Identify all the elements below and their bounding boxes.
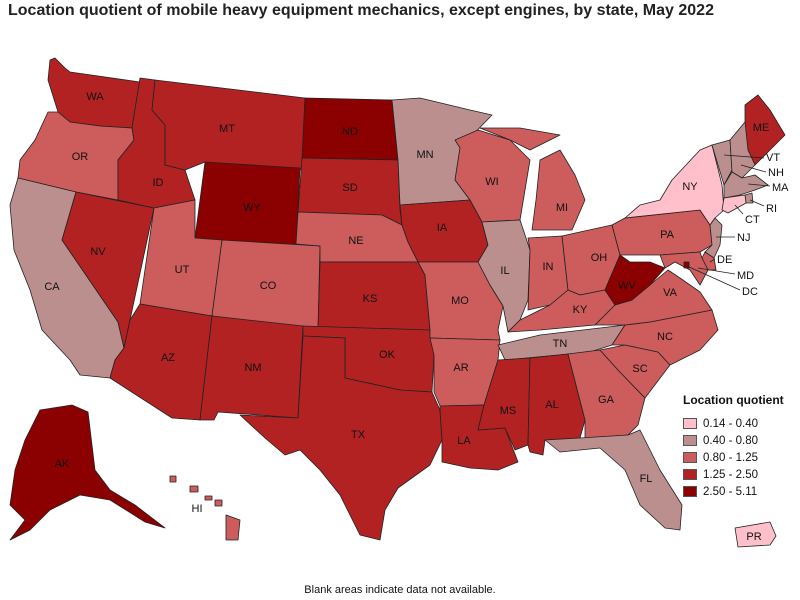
legend-item: 2.50 - 5.11 xyxy=(683,483,795,500)
label-OH: OH xyxy=(591,252,608,264)
label-WV: WV xyxy=(618,280,636,292)
label-MN: MN xyxy=(416,149,433,161)
label-IN: IN xyxy=(543,261,554,273)
label-NE: NE xyxy=(348,235,363,247)
territory-PR xyxy=(734,521,777,548)
state-KY xyxy=(507,289,616,333)
state-TX xyxy=(239,335,443,541)
state-MI xyxy=(479,127,586,231)
legend-label: 2.50 - 5.11 xyxy=(703,485,758,498)
state-FL xyxy=(544,429,683,531)
label-MI: MI xyxy=(556,202,568,214)
label-SD: SD xyxy=(342,182,357,194)
label-KS: KS xyxy=(363,293,378,305)
state-CT xyxy=(721,194,747,214)
leader-NH xyxy=(740,164,767,173)
labels-layer: WA OR CA NV ID MT WY UT AZ CO NM ND SD N… xyxy=(44,91,789,543)
label-PA: PA xyxy=(660,229,675,241)
label-TX: TX xyxy=(351,429,366,441)
label-NY: NY xyxy=(682,181,698,193)
label-SC: SC xyxy=(632,363,647,375)
label-MT: MT xyxy=(219,123,235,135)
label-ND: ND xyxy=(342,126,358,138)
label-UT: UT xyxy=(175,264,190,276)
legend: Location quotient 0.14 - 0.40 0.40 - 0.8… xyxy=(683,393,795,500)
label-CT: CT xyxy=(745,214,760,226)
label-WA: WA xyxy=(86,91,104,103)
label-RI: RI xyxy=(766,203,777,215)
label-ME: ME xyxy=(753,122,770,134)
label-ID: ID xyxy=(153,177,164,189)
label-HI: HI xyxy=(192,503,203,515)
label-DE: DE xyxy=(717,254,732,266)
label-CO: CO xyxy=(260,280,277,292)
legend-swatch xyxy=(683,418,697,429)
label-AZ: AZ xyxy=(161,352,175,364)
label-AK: AK xyxy=(55,458,70,470)
label-IA: IA xyxy=(437,222,448,234)
legend-item: 0.80 - 1.25 xyxy=(683,449,795,466)
label-OK: OK xyxy=(379,349,396,361)
state-NY xyxy=(624,144,725,226)
label-GA: GA xyxy=(598,394,615,406)
legend-item: 0.14 - 0.40 xyxy=(683,415,795,432)
label-TN: TN xyxy=(553,338,568,350)
states-layer xyxy=(9,57,786,548)
legend-label: 0.80 - 1.25 xyxy=(703,451,758,464)
leader-MD xyxy=(697,267,736,275)
label-IL: IL xyxy=(500,265,509,277)
label-MD: MD xyxy=(737,270,754,282)
state-HI xyxy=(169,475,241,541)
label-NJ: NJ xyxy=(737,232,750,244)
leader-RI xyxy=(749,199,765,207)
legend-label: 1.25 - 2.50 xyxy=(703,468,758,481)
label-OR: OR xyxy=(72,151,89,163)
footnote: Blank areas indicate data not available. xyxy=(304,584,496,596)
state-MD xyxy=(659,251,709,286)
label-WI: WI xyxy=(485,176,498,188)
legend-label: 0.40 - 0.80 xyxy=(703,434,758,447)
legend-label: 0.14 - 0.40 xyxy=(703,417,758,430)
legend-swatch xyxy=(683,452,697,463)
label-VA: VA xyxy=(663,287,678,299)
label-NM: NM xyxy=(244,362,261,374)
legend-title: Location quotient xyxy=(683,393,784,407)
label-NH: NH xyxy=(768,167,784,179)
legend-swatch xyxy=(683,469,697,480)
state-NJ xyxy=(704,217,723,259)
label-MA: MA xyxy=(772,182,789,194)
leader-DE xyxy=(709,258,716,263)
state-DC xyxy=(683,261,690,269)
map-title: Location quotient of mobile heavy equipm… xyxy=(8,2,714,19)
label-MO: MO xyxy=(451,295,469,307)
legend-swatch xyxy=(683,435,697,446)
label-AR: AR xyxy=(453,362,468,374)
label-DC: DC xyxy=(742,286,758,298)
leader-VT xyxy=(723,154,765,159)
label-KY: KY xyxy=(573,304,588,316)
leader-DC xyxy=(686,265,741,291)
label-NC: NC xyxy=(657,331,673,343)
legend-item: 0.40 - 0.80 xyxy=(683,432,795,449)
legend-swatch xyxy=(683,486,697,497)
state-AK xyxy=(9,404,166,541)
label-WY: WY xyxy=(243,202,261,214)
legend-item: 1.25 - 2.50 xyxy=(683,466,795,483)
label-MS: MS xyxy=(500,405,517,417)
label-FL: FL xyxy=(640,473,653,485)
label-VT: VT xyxy=(766,152,780,164)
label-AL: AL xyxy=(545,399,558,411)
label-LA: LA xyxy=(457,435,471,447)
label-NV: NV xyxy=(90,246,106,258)
label-CA: CA xyxy=(44,281,60,293)
label-PR: PR xyxy=(746,531,761,543)
leader-MA xyxy=(747,183,771,187)
leader-CT xyxy=(734,204,744,215)
